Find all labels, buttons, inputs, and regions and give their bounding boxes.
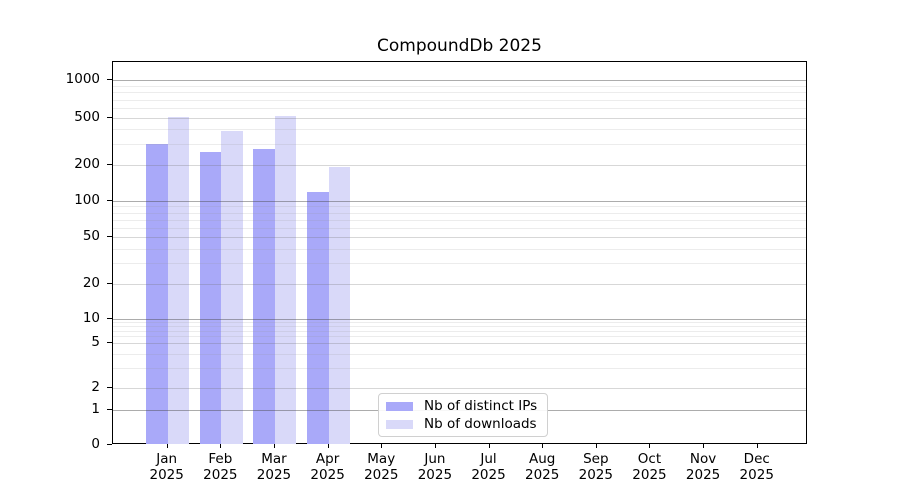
- plot-area: [112, 61, 807, 444]
- x-tick-label-apr: Apr 2025: [310, 451, 345, 483]
- gridline-900: [113, 85, 806, 87]
- y-tick-mark-10: [107, 317, 112, 319]
- gridline-1000: [113, 80, 806, 82]
- x-tick-label-aug: Aug 2025: [524, 451, 560, 483]
- bar-distinct-ips-apr: [307, 191, 329, 444]
- x-tick-mark-mar: [273, 444, 275, 448]
- y-tick-mark-2: [107, 386, 112, 388]
- x-tick-label-jun: Jun 2025: [417, 451, 453, 483]
- x-tick-mark-jan: [166, 444, 168, 448]
- y-tick-label-200: 200: [74, 156, 100, 173]
- x-tick-label-feb: Feb 2025: [203, 451, 238, 483]
- bar-downloads-mar: [274, 116, 297, 444]
- x-tick-label-oct: Oct 2025: [632, 451, 667, 483]
- gridline-600: [113, 107, 806, 109]
- y-tick-mark-50: [107, 236, 112, 237]
- x-tick-label-dec: Dec 2025: [739, 451, 774, 483]
- y-tick-label-1: 1: [91, 400, 100, 417]
- x-tick-mark-may: [381, 444, 383, 448]
- y-tick-label-20: 20: [82, 275, 100, 292]
- y-tick-label-50: 50: [82, 228, 100, 244]
- chart-title: CompoundDb 2025: [377, 36, 542, 56]
- x-tick-mark-nov: [703, 444, 705, 448]
- bar-downloads-jan: [167, 117, 190, 444]
- y-tick-label-10: 10: [82, 309, 100, 326]
- bar-distinct-ips-feb: [199, 151, 222, 444]
- y-tick-mark-5: [107, 341, 112, 343]
- x-tick-mark-aug: [542, 444, 544, 448]
- y-tick-label-5: 5: [91, 333, 100, 350]
- gridline-300: [113, 144, 806, 146]
- x-tick-label-jan: Jan 2025: [149, 451, 184, 483]
- bar-downloads-apr: [328, 166, 351, 444]
- x-tick-mark-apr: [327, 444, 329, 448]
- x-tick-label-nov: Nov 2025: [685, 451, 721, 483]
- y-tick-mark-200: [107, 164, 112, 166]
- gridline-800: [113, 92, 806, 94]
- bar-downloads-feb: [221, 130, 243, 444]
- y-tick-mark-1000: [107, 79, 112, 81]
- y-tick-label-100: 100: [74, 192, 100, 208]
- y-tick-label-1000: 1000: [65, 71, 100, 88]
- legend-swatch-downloads: [386, 419, 413, 429]
- y-tick-mark-0: [107, 444, 112, 445]
- y-tick-mark-20: [107, 283, 112, 285]
- x-tick-mark-jun: [434, 444, 436, 448]
- y-tick-label-2: 2: [91, 378, 100, 395]
- gridline-700: [113, 99, 806, 101]
- legend-swatch-distinct-ips: [386, 401, 413, 411]
- x-tick-mark-sep: [595, 444, 597, 448]
- x-tick-label-jul: Jul 2025: [471, 451, 506, 483]
- legend-item-downloads: Nb of downloads: [386, 415, 540, 432]
- legend-label: Nb of downloads: [424, 415, 537, 432]
- y-tick-mark-100: [107, 200, 112, 201]
- x-tick-mark-oct: [649, 444, 651, 448]
- gridline-400: [113, 129, 806, 131]
- x-tick-mark-jul: [488, 444, 490, 448]
- x-tick-mark-dec: [756, 444, 758, 448]
- legend-item-distinct-ips: Nb of distinct IPs: [386, 397, 540, 414]
- gridline-500: [113, 117, 806, 119]
- x-tick-label-may: May 2025: [364, 451, 399, 483]
- x-tick-label-sep: Sep 2025: [578, 451, 613, 483]
- legend: Nb of distinct IPs Nb of downloads: [378, 393, 548, 437]
- x-tick-mark-feb: [220, 444, 222, 448]
- y-tick-label-0: 0: [91, 436, 100, 452]
- bar-distinct-ips-mar: [253, 148, 275, 444]
- bar-distinct-ips-jan: [146, 144, 168, 444]
- legend-label: Nb of distinct IPs: [424, 397, 538, 414]
- x-tick-label-mar: Mar 2025: [256, 451, 292, 483]
- y-tick-mark-500: [107, 116, 112, 118]
- y-tick-mark-1: [107, 408, 112, 410]
- y-tick-label-500: 500: [74, 108, 100, 125]
